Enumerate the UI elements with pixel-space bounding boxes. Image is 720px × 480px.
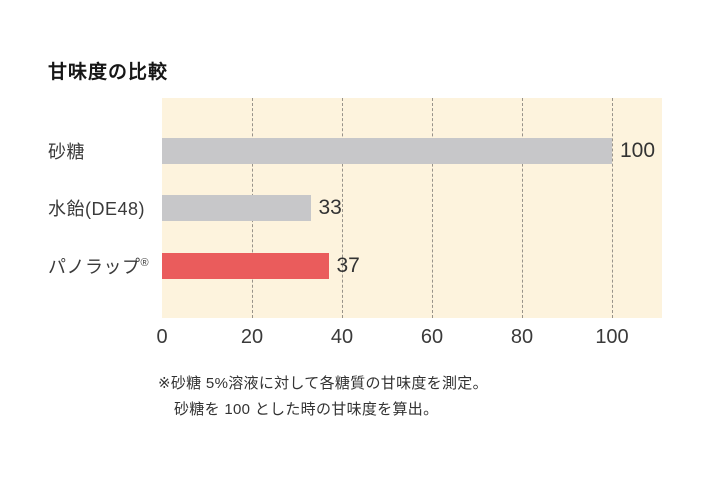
category-label-panorup: パノラップ® xyxy=(48,253,162,279)
bar-value-mizuame: 33 xyxy=(318,196,342,219)
x-tick-100: 100 xyxy=(595,326,629,348)
category-label-text: 砂糖 xyxy=(48,142,85,162)
x-tick-60: 60 xyxy=(420,326,444,348)
x-tick-40: 40 xyxy=(330,326,354,348)
category-label-text: 水飴(DE48) xyxy=(48,199,146,219)
footnote: ※砂糖 5%溶液に対して各糖質の甘味度を測定。 砂糖を 100 とした時の甘味度… xyxy=(158,371,488,423)
chart-title: 甘味度の比較 xyxy=(48,62,169,83)
x-tick-80: 80 xyxy=(510,326,534,348)
footnote-line-2: 砂糖を 100 とした時の甘味度を算出。 xyxy=(174,401,439,418)
x-tick-0: 0 xyxy=(156,326,168,348)
x-axis-ticks: 0 20 40 60 80 100 xyxy=(0,326,720,350)
footnote-line-1: ※砂糖 5%溶液に対して各糖質の甘味度を測定。 xyxy=(158,375,488,392)
gridline-80 xyxy=(522,98,523,318)
gridline-100 xyxy=(612,98,613,318)
bar-value-sato: 100 xyxy=(620,139,656,162)
bar-row-mizuame: 水飴(DE48) 33 xyxy=(48,195,342,221)
registered-mark: ® xyxy=(140,257,150,269)
bar-mizuame xyxy=(162,195,311,221)
gridline-60 xyxy=(432,98,433,318)
category-label-text: パノラップ xyxy=(48,257,141,277)
bar-row-panorup: パノラップ® 37 xyxy=(48,253,360,279)
category-label-mizuame: 水飴(DE48) xyxy=(48,195,162,221)
bar-row-sato: 砂糖 100 xyxy=(48,138,655,164)
bar-sato xyxy=(162,138,612,164)
x-tick-20: 20 xyxy=(240,326,264,348)
bar-value-panorup: 37 xyxy=(336,254,360,277)
bar-panorup xyxy=(162,253,329,279)
gridline-40 xyxy=(342,98,343,318)
category-label-sato: 砂糖 xyxy=(48,138,162,164)
